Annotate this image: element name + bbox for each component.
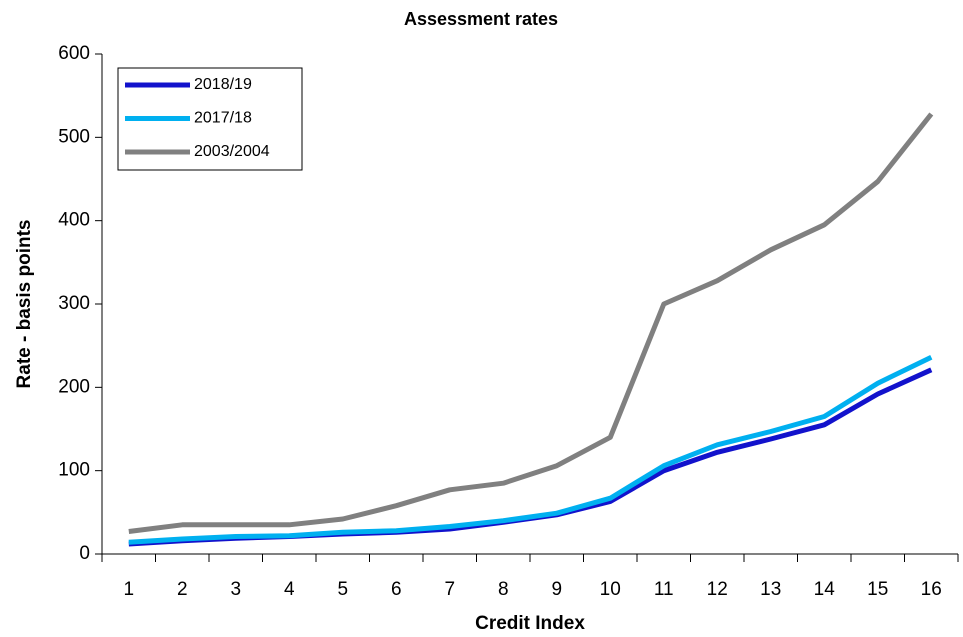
- x-tick-label: 3: [230, 579, 241, 600]
- x-tick-label: 10: [600, 579, 621, 600]
- x-tick-label: 14: [814, 579, 836, 600]
- x-tick-label: 16: [921, 579, 942, 600]
- x-tick-label: 2: [177, 579, 188, 600]
- y-tick-label: 100: [58, 460, 90, 481]
- x-tick-label: 1: [123, 579, 134, 600]
- legend-label: 2003/2004: [194, 143, 270, 160]
- x-tick-label: 15: [867, 579, 888, 600]
- x-tick-label: 5: [337, 579, 348, 600]
- x-tick-label: 9: [551, 579, 562, 600]
- x-tick-label: 12: [707, 579, 728, 600]
- y-tick-label: 200: [58, 376, 90, 397]
- x-tick-label: 8: [498, 579, 509, 600]
- series-line: [128, 355, 933, 545]
- legend-label: 2018/19: [194, 76, 252, 93]
- y-tick-label: 500: [58, 126, 90, 147]
- x-tick-label: 13: [760, 579, 781, 600]
- y-axis-label: Rate - basis points: [14, 220, 35, 389]
- chart-title: Assessment rates: [404, 9, 558, 29]
- x-tick-label: 4: [284, 579, 295, 600]
- y-tick-label: 600: [58, 43, 90, 64]
- y-tick-label: 400: [58, 210, 90, 231]
- x-axis-label: Credit Index: [475, 613, 585, 634]
- x-tick-label: 6: [391, 579, 402, 600]
- legend-label: 2017/18: [194, 110, 252, 127]
- x-tick-label: 11: [654, 579, 674, 600]
- series-line: [128, 112, 934, 534]
- y-tick-label: 300: [58, 293, 90, 314]
- x-tick-label: 7: [444, 579, 455, 600]
- y-tick-label: 0: [79, 543, 90, 564]
